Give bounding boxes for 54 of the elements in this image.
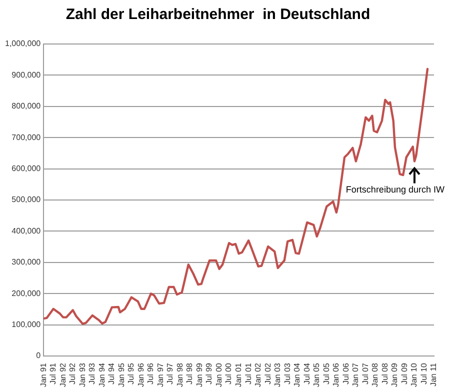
x-tick-label: Jan 06 [332,362,341,388]
annotation: Fortschreibung durch IW [346,184,445,194]
y-tick-label: 900,000 [12,70,42,80]
x-tick-label: Jan 96 [136,362,146,388]
x-tick-label: Jul 96 [146,362,156,384]
y-tick-label: 300,000 [12,258,42,267]
y-tick-label: 1,000,000 [4,39,42,48]
y-tick-label: 0 [36,351,42,360]
x-tick-label: Jul 03 [282,362,292,384]
y-tick-label: 100,000 [12,320,42,329]
x-tick-label: Jan 91 [38,362,48,388]
x-tick-label: Jan 95 [116,362,126,388]
x-tick-label: Jul 01 [244,362,253,384]
x-tick-label: Jan 00 [214,362,224,388]
x-tick-label: Jul 09 [400,362,409,384]
x-tick-label: Jan 03 [273,362,282,388]
x-tick-label: Jul 91 [48,362,58,384]
x-tick-label: Jul 99 [204,362,214,384]
y-tick-label: 800,000 [12,102,42,111]
x-tick-label: Jul 95 [126,362,136,384]
x-tick-label: Jul 07 [360,362,370,384]
x-tick-label: Jan 05 [312,362,322,388]
x-tick-label: Jan 98 [175,362,184,388]
x-tick-label: Jul 97 [166,362,175,384]
x-tick-label: Jan 08 [370,362,380,388]
x-tick-label: Jul 05 [322,362,331,384]
x-tick-label: Jul 02 [263,362,272,384]
x-tick-label: Jan 99 [194,362,204,388]
x-tick-label: Jan 09 [390,362,400,388]
x-tick-label: Jul 08 [380,362,390,384]
x-tick-label: Jan 94 [97,362,106,388]
x-tick-label: Jul 94 [107,362,116,384]
x-tick-label: Jul 98 [185,362,194,384]
x-tick-label: Jan 93 [78,362,87,388]
x-tick-label: Jan 01 [234,362,243,388]
x-tick-label: Jul 93 [88,362,97,384]
x-tick-label: Jan 10 [410,362,419,388]
x-tick-label: Jul 06 [341,362,350,384]
y-tick-label: 400,000 [12,226,42,236]
x-tick-label: Jan 07 [351,362,360,388]
y-tick-label: 200,000 [12,288,42,298]
x-tick-label: Jul 92 [68,362,78,384]
x-tick-label: Jul 00 [224,362,234,384]
x-tick-label: Jan 04 [292,362,302,388]
y-tick-label: 500,000 [12,195,42,204]
x-tick-label: Jan 11 [429,362,438,386]
x-tick-label: Jul 04 [302,362,312,384]
x-tick-label: Jul 10 [419,362,428,384]
x-tick-label: Jan 97 [156,362,165,388]
y-tick-label: 600,000 [12,164,42,173]
x-tick-label: Jan 02 [254,362,263,388]
y-tick-label: 700,000 [12,132,42,142]
x-tick-label: Jan 92 [58,362,68,388]
chart-title: Zahl der Leiharbeitnehmer in Deutschland [66,6,370,24]
